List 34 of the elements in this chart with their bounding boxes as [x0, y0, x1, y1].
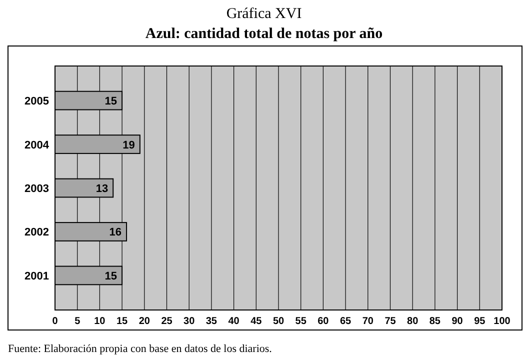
data-label: 15 — [104, 96, 118, 108]
x-tick-label: 50 — [272, 316, 284, 327]
x-tick-label: 35 — [206, 316, 218, 327]
data-label: 13 — [96, 183, 108, 195]
y-tick-label: 2003 — [24, 183, 49, 195]
data-label: 16 — [109, 226, 122, 239]
x-tick-label: 80 — [407, 316, 419, 327]
y-tick-label: 2004 — [24, 139, 50, 152]
x-tick-label: 0 — [52, 316, 58, 327]
x-tick-label: 90 — [452, 316, 464, 327]
x-tick-label: 20 — [138, 316, 150, 327]
source-note: Fuente: Elaboración propia con base en datos de los diarios. — [8, 343, 272, 355]
x-tick-label: 95 — [474, 316, 486, 327]
y-tick-label: 2002 — [24, 226, 49, 239]
x-tick-label: 25 — [161, 316, 173, 327]
x-tick-label: 30 — [184, 316, 196, 327]
chart-subtitle: Azul: cantidad total de notas por año — [145, 26, 383, 42]
x-tick-label: 60 — [318, 316, 330, 327]
x-tick-label: 15 — [116, 316, 128, 327]
x-tick-label: 40 — [228, 316, 240, 327]
data-label: 19 — [122, 139, 135, 152]
x-tick-label: 45 — [250, 316, 262, 327]
x-tick-label: 10 — [94, 316, 106, 327]
x-tick-label: 55 — [295, 316, 307, 327]
x-tick-label: 75 — [384, 316, 396, 327]
data-label: 15 — [104, 270, 118, 282]
x-tick-label: 85 — [429, 316, 441, 327]
x-tick-label: 100 — [494, 316, 511, 327]
y-tick-label: 2005 — [24, 96, 49, 108]
y-tick-label: 2001 — [24, 270, 49, 282]
chart-title: Gráfica XVI — [226, 6, 302, 22]
x-tick-label: 65 — [340, 316, 352, 327]
x-tick-label: 70 — [362, 316, 374, 327]
x-tick-label: 5 — [74, 316, 81, 327]
